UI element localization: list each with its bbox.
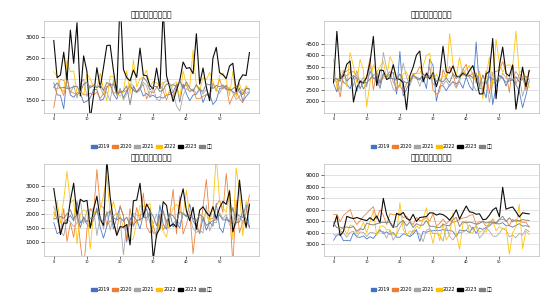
Title: 啤酒上游原料（元）: 啤酒上游原料（元） [131, 11, 172, 20]
Legend: 2019, 2020, 2021, 2022, 2023, 平均: 2019, 2020, 2021, 2022, 2023, 平均 [91, 287, 212, 292]
Title: 分酷下游产品（元）: 分酷下游产品（元） [411, 154, 452, 163]
Title: 分酷上游原料（元）: 分酷上游原料（元） [131, 154, 172, 163]
Legend: 2019, 2020, 2021, 2022, 2023, 平均: 2019, 2020, 2021, 2022, 2023, 平均 [371, 144, 492, 149]
Title: 啤酒下游产品（元）: 啤酒下游产品（元） [411, 11, 452, 20]
Legend: 2019, 2020, 2021, 2022, 2023, 平均: 2019, 2020, 2021, 2022, 2023, 平均 [91, 144, 212, 149]
Legend: 2019, 2020, 2021, 2022, 2023, 平均: 2019, 2020, 2021, 2022, 2023, 平均 [371, 287, 492, 292]
